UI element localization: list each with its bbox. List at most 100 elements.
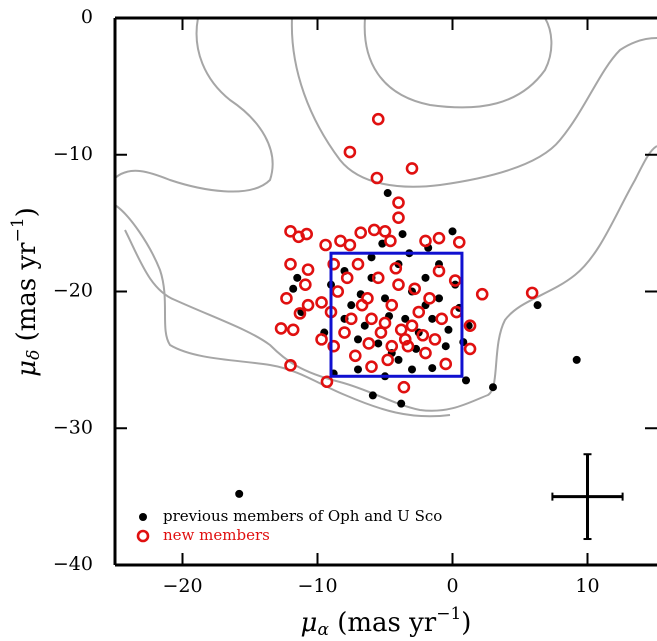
data-point (284, 359, 297, 372)
data-point (392, 196, 405, 209)
contour (124, 145, 657, 412)
label-part: μ (12, 360, 42, 377)
contour (115, 18, 274, 193)
data-point (428, 333, 442, 346)
data-point (378, 316, 392, 330)
data-point (344, 312, 358, 326)
contour (290, 18, 657, 188)
data-point (435, 294, 443, 303)
data-point (394, 323, 408, 337)
y-axis-label: μδ (mas yr−1) (8, 207, 44, 377)
data-point (432, 264, 446, 278)
data-point (299, 278, 312, 291)
label-part: (mas yr (12, 242, 42, 350)
data-point (383, 189, 392, 198)
data-point (343, 145, 357, 159)
data-point (293, 273, 302, 282)
data-point (348, 349, 362, 363)
data-point (274, 322, 288, 335)
data-point (463, 319, 477, 332)
data-point (340, 271, 354, 285)
data-point (235, 489, 244, 498)
data-point (371, 112, 385, 126)
data-point (370, 171, 384, 185)
data-point (381, 353, 395, 367)
data-point (365, 312, 378, 326)
data-point (365, 360, 378, 374)
data-point (389, 261, 403, 275)
data-point (360, 321, 369, 330)
x-tick-label: 10 (575, 575, 599, 597)
y-tick-label: −30 (53, 416, 93, 438)
data-point (378, 225, 392, 238)
data-point (301, 263, 315, 276)
data-point (435, 312, 449, 326)
data-point (327, 257, 341, 271)
x-tick-label: −20 (162, 575, 202, 597)
data-point (452, 235, 466, 249)
x-axis-label: μα (mas yr−1) (301, 604, 472, 640)
selection-box (329, 251, 464, 378)
data-point (448, 227, 457, 236)
contour (115, 204, 451, 418)
label-part: μ (301, 608, 318, 638)
data-point (397, 380, 411, 394)
data-point (416, 328, 430, 342)
data-point (371, 271, 385, 285)
legend-label: new members (163, 526, 270, 544)
data-point (412, 305, 426, 319)
data-point (385, 298, 399, 312)
data-point (398, 230, 407, 239)
data-point (394, 355, 403, 364)
data-point (489, 383, 497, 392)
legend-marker (136, 529, 150, 543)
data-point (289, 284, 298, 293)
x-tick-label: 0 (446, 575, 458, 597)
y-tick-label: −40 (53, 553, 93, 575)
data-point (419, 346, 432, 360)
y-tick-label: −10 (53, 143, 93, 165)
data-point (444, 325, 453, 334)
data-point (286, 323, 300, 337)
data-point (401, 314, 410, 323)
data-point (385, 339, 399, 353)
data-point (439, 357, 453, 371)
data-point (463, 342, 477, 356)
data-point (419, 234, 432, 248)
data-point (362, 337, 376, 350)
legend-marker (139, 513, 147, 521)
data-point (347, 301, 356, 310)
label-part: α (317, 620, 329, 640)
data-point (432, 231, 446, 245)
density-contours (115, 18, 657, 418)
data-point (354, 226, 368, 239)
data-point (367, 223, 381, 237)
data-point (374, 339, 383, 348)
data-point (284, 257, 297, 271)
data-point (293, 307, 307, 320)
data-point (405, 319, 419, 332)
y-tick-label: −20 (53, 280, 93, 302)
y-tick-label: 0 (81, 6, 93, 28)
data-point (338, 326, 351, 339)
data-point (381, 294, 389, 303)
data-point (428, 314, 437, 323)
contour (363, 18, 553, 109)
data-point (421, 273, 430, 282)
label-part: ) (12, 207, 42, 217)
label-part: ) (461, 608, 471, 638)
data-point (401, 339, 415, 353)
label-part: −1 (8, 217, 28, 242)
data-point (384, 234, 397, 248)
data-point (475, 287, 489, 301)
data-point (533, 301, 542, 310)
data-point (315, 333, 328, 346)
data-point (392, 211, 405, 224)
data-point (351, 257, 365, 271)
data-point (367, 253, 376, 262)
data-point (343, 238, 357, 252)
data-point (408, 365, 416, 374)
label-part: (mas yr (329, 608, 437, 638)
data-point (428, 364, 437, 373)
